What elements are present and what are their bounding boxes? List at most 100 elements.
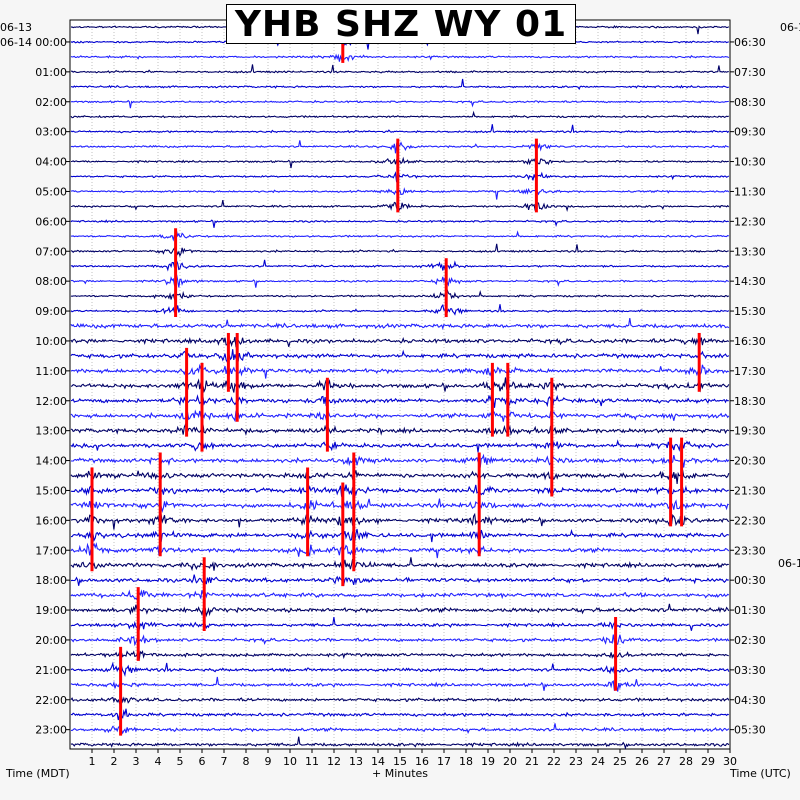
x-tick-label: 10 [283, 755, 297, 768]
left-hour-label: 08:00 [35, 275, 67, 288]
left-hour-label: 00:00 [35, 36, 67, 49]
left-axis-label: Time (MDT) [6, 767, 70, 780]
trace-line [70, 661, 730, 677]
trace-line [70, 708, 730, 721]
trace-line [70, 169, 730, 183]
x-tick-label: 12 [327, 755, 341, 768]
x-tick-label: 28 [679, 755, 693, 768]
right-hour-label: 11:30 [734, 185, 766, 198]
trace-line [70, 394, 729, 409]
x-tick-label: 3 [133, 755, 140, 768]
trace-line [70, 603, 730, 618]
right-hour-label: 20:30 [734, 455, 766, 468]
left-hour-label: 14:00 [35, 455, 67, 468]
trace-line [70, 349, 730, 364]
right-hour-label: 09:30 [734, 126, 766, 139]
x-tick-label: 21 [525, 755, 539, 768]
right-hour-label: 15:30 [734, 305, 766, 318]
x-tick-label: 11 [305, 755, 319, 768]
trace-line [70, 453, 730, 468]
trace-line [70, 377, 730, 394]
left-hour-label: 21:00 [35, 664, 67, 677]
plot-title: YHB SHZ WY 01 [226, 4, 576, 45]
left-hour-label: 02:00 [35, 96, 67, 109]
x-tick-label: 6 [199, 755, 206, 768]
trace-line [70, 99, 729, 109]
left-hour-label: 01:00 [35, 66, 67, 79]
left-date-second: 06-14 [0, 36, 32, 49]
right-hour-label: 18:30 [734, 395, 766, 408]
x-tick-label: 2 [111, 755, 118, 768]
trace-line [70, 617, 729, 632]
trace-line [70, 243, 729, 258]
x-tick-label: 23 [569, 755, 583, 768]
trace-line [70, 409, 730, 423]
x-tick-label: 7 [221, 755, 228, 768]
x-tick-label: 9 [265, 755, 272, 768]
left-hour-label: 11:00 [35, 365, 67, 378]
left-hour-label: 23:00 [35, 724, 67, 737]
trace-line [70, 219, 729, 228]
right-hour-label: 06:30 [734, 36, 766, 49]
right-hour-label: 05:30 [734, 724, 766, 737]
x-tick-label: 17 [437, 755, 451, 768]
x-axis-label: + Minutes [372, 767, 429, 780]
x-tick-label: 27 [657, 755, 671, 768]
trace-line [70, 336, 730, 348]
x-tick-label: 26 [635, 755, 649, 768]
trace-line [70, 650, 729, 662]
trace-line [70, 676, 730, 692]
trace-line [70, 723, 730, 735]
x-tick-label: 16 [415, 755, 429, 768]
left-hour-label: 09:00 [35, 305, 67, 318]
trace-line [71, 64, 729, 74]
trace-line [70, 124, 730, 134]
trace-line [70, 200, 730, 213]
trace-line [70, 318, 730, 331]
right-hour-label: 12:30 [734, 215, 766, 228]
x-tick-label: 1 [89, 755, 96, 768]
left-hour-label: 12:00 [35, 395, 67, 408]
right-hour-label: 14:30 [734, 275, 766, 288]
x-tick-label: 15 [393, 755, 407, 768]
x-tick-label: 29 [701, 755, 715, 768]
trace-line [70, 140, 729, 154]
left-hour-label: 13:00 [35, 425, 67, 438]
trace-line [71, 528, 730, 543]
x-tick-label: 14 [371, 755, 385, 768]
x-tick-label: 30 [723, 755, 737, 768]
x-tick-label: 4 [155, 755, 162, 768]
trace-line [70, 557, 729, 572]
left-hour-label: 03:00 [35, 126, 67, 139]
trace-line [70, 363, 730, 379]
left-hour-label: 18:00 [35, 574, 67, 587]
right-hour-label: 21:30 [734, 484, 766, 497]
right-hour-label: 03:30 [734, 664, 766, 677]
trace-line [70, 229, 730, 242]
right-hour-label: 07:30 [734, 66, 766, 79]
trace-line [70, 53, 730, 62]
left-hour-label: 06:00 [35, 215, 67, 228]
x-tick-label: 20 [503, 755, 517, 768]
left-hour-label: 17:00 [35, 544, 67, 557]
trace-line [70, 469, 730, 485]
x-tick-label: 5 [177, 755, 184, 768]
trace-line [70, 303, 730, 316]
trace-line [70, 542, 730, 559]
x-tick-label: 19 [481, 755, 495, 768]
trace-line [70, 187, 730, 200]
trace-line [70, 589, 730, 601]
trace-line [70, 498, 729, 513]
trace-line [70, 574, 729, 587]
left-date-first: 06-13 [0, 21, 32, 34]
left-hour-label: 10:00 [35, 335, 67, 348]
right-date-second: 06-1 [778, 557, 800, 570]
trace-line [70, 422, 730, 436]
right-hour-label: 01:30 [734, 604, 766, 617]
trace-line [70, 696, 730, 705]
x-tick-label: 8 [243, 755, 250, 768]
right-hour-label: 17:30 [734, 365, 766, 378]
right-hour-label: 00:30 [734, 574, 766, 587]
right-hour-label: 02:30 [734, 634, 766, 647]
